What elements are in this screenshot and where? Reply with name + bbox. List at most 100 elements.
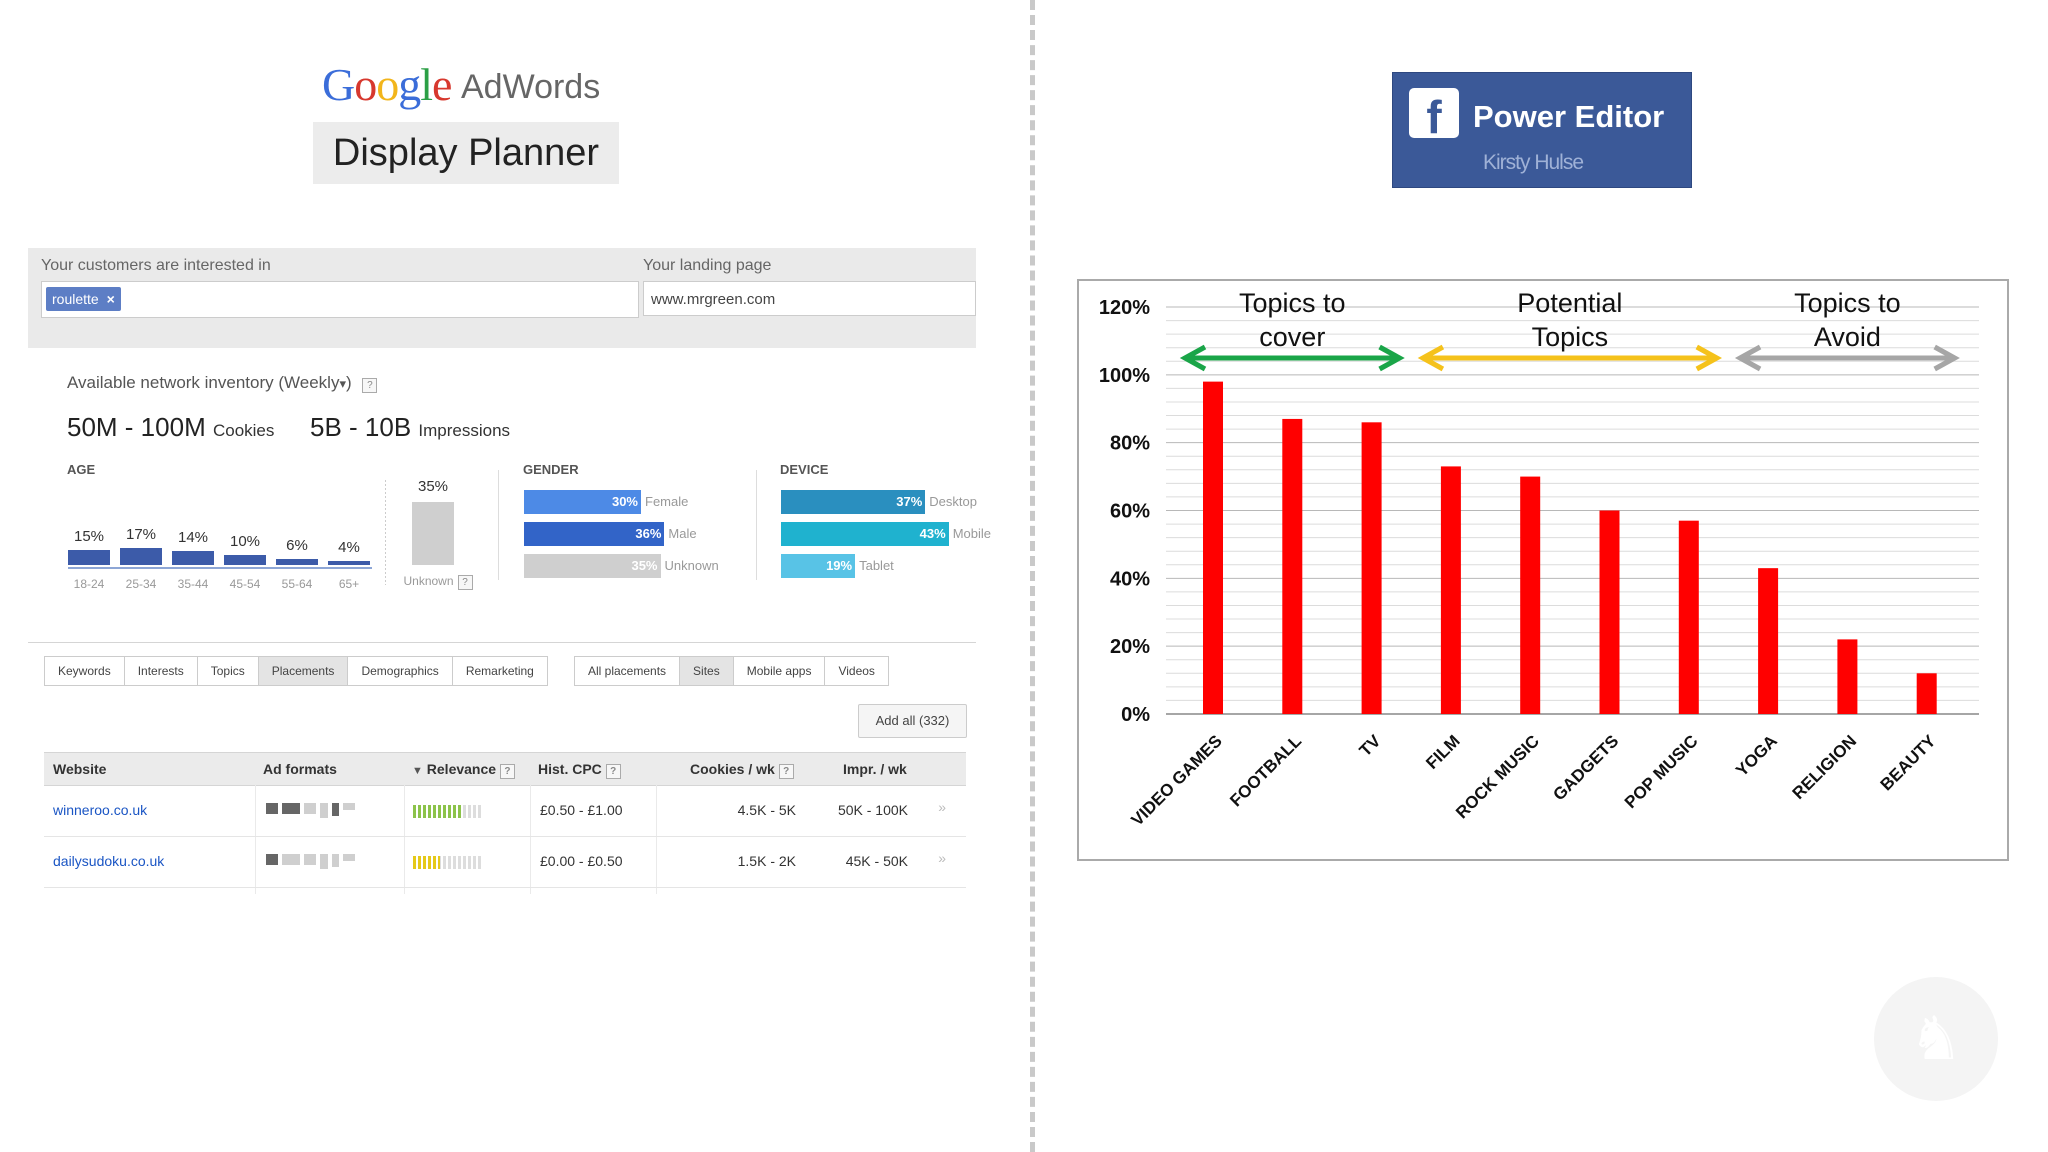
gender-label: Female	[645, 494, 689, 509]
help-icon[interactable]: ?	[605, 764, 621, 779]
help-icon[interactable]: ?	[457, 575, 473, 590]
ad-format-icon	[266, 803, 278, 814]
table-row[interactable]: dailysudoku.co.uk £0.00 - £0.50 1.5K - 2K 4…	[44, 836, 966, 888]
table-row[interactable]: winneroo.co.uk £0.50 - £1.00 4.5K - 5K 50K …	[44, 785, 966, 837]
age-value: 6%	[286, 537, 308, 554]
x-tick-label: FILM	[1422, 731, 1463, 772]
chart-bar	[1203, 381, 1223, 714]
ad-format-icon	[320, 854, 328, 869]
ad-format-icon	[343, 803, 355, 810]
interest-input[interactable]	[41, 281, 639, 318]
chart-bar	[1678, 520, 1699, 714]
y-tick-label: 0%	[1121, 704, 1150, 726]
cookies-range: 50M - 100M	[67, 412, 206, 442]
interest-field-label: Your customers are interested in	[41, 257, 271, 274]
placements-table: Website Ad formats ▼ Relevance ? Hist. C…	[44, 752, 966, 894]
help-icon[interactable]: ?	[499, 764, 515, 779]
targeting-tabs: Keywords Interests Topics Placements Demogra…	[44, 656, 548, 686]
subtab-sites[interactable]: Sites	[680, 657, 734, 685]
header-website[interactable]: Website	[53, 761, 107, 777]
age-value: 15%	[73, 528, 105, 545]
column-divider	[255, 784, 256, 894]
header-cookies-label: Cookies / wk	[690, 761, 775, 777]
chart-bar	[1282, 418, 1303, 714]
age-label: 25-34	[125, 577, 157, 591]
age-axis	[68, 567, 372, 569]
device-label: Tablet	[859, 558, 894, 573]
landing-page-input[interactable]: www.mrgreen.com	[643, 281, 976, 316]
panel-divider	[28, 642, 976, 643]
impressions-cell: 50K - 100K	[837, 802, 908, 818]
google-logo-letter: G	[322, 59, 355, 110]
ad-format-icon	[332, 803, 339, 816]
age-value: 17%	[125, 526, 157, 543]
row-add-icon[interactable]: »	[938, 850, 946, 866]
ad-format-icon	[266, 854, 278, 865]
annotation-arrow-head	[1933, 344, 1960, 372]
header-ad-formats[interactable]: Ad formats	[263, 761, 337, 777]
section-divider	[498, 470, 499, 580]
device-bar: 19%	[781, 554, 856, 578]
chart-frame	[1077, 279, 2009, 861]
google-logo-letter: o	[354, 59, 377, 110]
column-divider	[656, 784, 657, 894]
tab-interests[interactable]: Interests	[125, 657, 198, 685]
relevance-meter	[413, 805, 481, 818]
header-relevance[interactable]: ▼ Relevance ?	[412, 753, 515, 787]
device-label: Mobile	[952, 526, 991, 541]
x-tick-label: YOGA	[1732, 731, 1781, 780]
google-logo-letter: e	[432, 59, 452, 110]
inventory-label: Available network inventory (Weekly▾) ?	[67, 373, 378, 393]
annotation-arrow-head	[1179, 344, 1207, 372]
x-tick-label: TV	[1356, 731, 1385, 760]
age-bar	[120, 548, 162, 565]
row-add-icon[interactable]: »	[938, 799, 946, 815]
header-hist-cpc[interactable]: Hist. CPC ?	[538, 753, 621, 785]
interest-chip[interactable]: roulette ×	[46, 287, 121, 311]
google-logo: Google	[322, 58, 452, 111]
chip-close-icon[interactable]: ×	[106, 291, 115, 307]
tab-demographics[interactable]: Demographics	[348, 657, 453, 685]
tab-keywords[interactable]: Keywords	[45, 657, 125, 685]
section-divider	[756, 470, 757, 580]
chart-bar	[1520, 476, 1541, 714]
website-link[interactable]: dailysudoku.co.uk	[53, 853, 165, 869]
tab-remarketing[interactable]: Remarketing	[465, 664, 534, 678]
interest-chip-label: roulette	[52, 291, 99, 307]
age-bar	[172, 551, 214, 565]
ad-format-icon	[304, 803, 316, 814]
x-tick-label: FOOTBALL	[1226, 731, 1305, 810]
subtab-all-placements[interactable]: All placements	[575, 657, 681, 685]
weekly-dropdown-icon[interactable]: ▾	[339, 376, 346, 391]
age-bar	[68, 550, 110, 565]
chart-bar	[1837, 639, 1858, 714]
gender-bar: 35%	[524, 554, 661, 578]
help-icon[interactable]: ?	[362, 378, 378, 393]
website-link[interactable]: winneroo.co.uk	[53, 802, 148, 818]
x-tick-label: RELIGION	[1789, 731, 1861, 803]
ad-format-icon	[282, 854, 300, 865]
sort-desc-icon[interactable]: ▼	[412, 765, 423, 777]
header-cookies[interactable]: Cookies / wk ?	[690, 753, 794, 785]
inventory-label-text: Available network inventory (Weekly	[67, 373, 340, 392]
ad-format-icons	[266, 854, 355, 869]
header-impressions[interactable]: Impr. / wk	[843, 761, 907, 777]
annotation-text: Potential	[1517, 288, 1622, 318]
age-label: 55-64	[281, 577, 313, 591]
hist-cpc-cell: £0.00 - £0.50	[540, 853, 623, 869]
tab-topics[interactable]: Topics	[198, 657, 259, 685]
subtab-mobile-apps[interactable]: Mobile apps	[734, 657, 826, 685]
chart-bar	[1599, 510, 1620, 714]
y-tick-label: 120%	[1099, 297, 1150, 319]
annotation-text: Avoid	[1814, 322, 1881, 352]
add-all-button[interactable]: Add all (332)	[858, 704, 967, 738]
tab-placements[interactable]: Placements	[258, 657, 349, 685]
column-divider	[530, 784, 531, 894]
age-section-title: AGE	[67, 462, 96, 477]
help-icon[interactable]: ?	[778, 764, 794, 779]
cookies-cell: 4.5K - 5K	[737, 802, 796, 818]
subtab-videos[interactable]: Videos	[838, 664, 875, 678]
column-divider	[404, 784, 405, 894]
cookies-cell: 1.5K - 2K	[737, 853, 796, 869]
age-label: 65+	[338, 577, 360, 591]
